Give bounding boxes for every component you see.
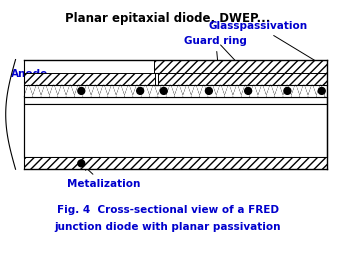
- Polygon shape: [175, 85, 182, 96]
- Polygon shape: [125, 85, 132, 96]
- Text: junction diode with planar passivation: junction diode with planar passivation: [54, 222, 281, 232]
- Polygon shape: [74, 85, 83, 97]
- Bar: [24, 104, 327, 158]
- Polygon shape: [50, 85, 57, 96]
- Polygon shape: [58, 85, 66, 96]
- Bar: [24, 97, 327, 104]
- Polygon shape: [233, 85, 241, 97]
- Polygon shape: [142, 85, 149, 96]
- Polygon shape: [208, 85, 216, 96]
- Polygon shape: [91, 85, 99, 97]
- Polygon shape: [75, 85, 82, 96]
- Polygon shape: [141, 85, 150, 97]
- Polygon shape: [200, 85, 208, 97]
- Polygon shape: [300, 85, 308, 97]
- Bar: [24, 73, 155, 85]
- Circle shape: [245, 88, 252, 94]
- Circle shape: [137, 88, 144, 94]
- Polygon shape: [308, 85, 316, 97]
- Polygon shape: [200, 85, 207, 96]
- Polygon shape: [33, 85, 40, 96]
- Circle shape: [284, 88, 291, 94]
- Polygon shape: [275, 85, 283, 97]
- Polygon shape: [283, 85, 291, 97]
- Polygon shape: [183, 85, 191, 96]
- Polygon shape: [50, 85, 58, 97]
- Polygon shape: [300, 85, 308, 96]
- Text: Substrate n+: Substrate n+: [146, 125, 223, 136]
- Polygon shape: [217, 85, 224, 96]
- Polygon shape: [108, 85, 116, 96]
- Polygon shape: [192, 85, 199, 96]
- Polygon shape: [158, 85, 166, 97]
- Polygon shape: [66, 85, 74, 97]
- Polygon shape: [283, 85, 291, 96]
- Polygon shape: [250, 85, 257, 96]
- Bar: [24, 158, 327, 169]
- Polygon shape: [242, 85, 249, 96]
- Polygon shape: [208, 85, 216, 97]
- Circle shape: [78, 160, 85, 167]
- Circle shape: [206, 88, 212, 94]
- Polygon shape: [158, 85, 166, 96]
- Text: Fig. 4  Cross-sectional view of a FRED: Fig. 4 Cross-sectional view of a FRED: [57, 205, 279, 215]
- Text: Planar epitaxial diode, DWEP...: Planar epitaxial diode, DWEP...: [65, 11, 270, 25]
- Polygon shape: [267, 85, 274, 96]
- Polygon shape: [92, 85, 99, 96]
- Polygon shape: [58, 85, 66, 97]
- Polygon shape: [266, 85, 275, 97]
- Circle shape: [78, 88, 85, 94]
- Text: Anode: Anode: [11, 69, 48, 79]
- Polygon shape: [100, 85, 107, 96]
- Polygon shape: [25, 85, 32, 96]
- Polygon shape: [275, 85, 282, 96]
- Polygon shape: [67, 85, 74, 96]
- Polygon shape: [24, 85, 33, 97]
- Text: Glasspassivation: Glasspassivation: [209, 21, 321, 64]
- Polygon shape: [241, 85, 250, 97]
- Polygon shape: [116, 85, 124, 97]
- Polygon shape: [99, 85, 108, 97]
- Polygon shape: [83, 85, 91, 96]
- Polygon shape: [133, 85, 141, 97]
- Bar: [158, 73, 327, 85]
- Polygon shape: [183, 85, 191, 97]
- Polygon shape: [224, 85, 233, 97]
- Polygon shape: [175, 85, 183, 97]
- Polygon shape: [150, 85, 158, 97]
- Polygon shape: [166, 85, 175, 97]
- Polygon shape: [258, 85, 266, 96]
- Bar: [154, 60, 327, 73]
- Polygon shape: [167, 85, 174, 96]
- Polygon shape: [258, 85, 266, 97]
- Polygon shape: [234, 85, 241, 96]
- Polygon shape: [133, 85, 141, 96]
- Polygon shape: [83, 85, 91, 97]
- Circle shape: [160, 88, 167, 94]
- Polygon shape: [308, 85, 316, 96]
- Polygon shape: [124, 85, 133, 97]
- Polygon shape: [250, 85, 258, 97]
- Text: Epitaxy layer n-: Epitaxy layer n-: [122, 95, 214, 105]
- Polygon shape: [117, 85, 124, 96]
- Circle shape: [318, 88, 325, 94]
- Polygon shape: [216, 85, 224, 97]
- Polygon shape: [225, 85, 233, 96]
- Polygon shape: [316, 85, 325, 97]
- Polygon shape: [292, 85, 299, 96]
- Text: Metalization: Metalization: [67, 166, 140, 189]
- Text: Cathode: Cathode: [175, 158, 223, 168]
- Bar: [24, 85, 327, 97]
- Polygon shape: [291, 85, 300, 97]
- Polygon shape: [191, 85, 200, 97]
- Polygon shape: [317, 85, 324, 96]
- Polygon shape: [41, 85, 50, 97]
- Polygon shape: [108, 85, 116, 97]
- Polygon shape: [33, 85, 41, 97]
- Polygon shape: [41, 85, 49, 96]
- Polygon shape: [150, 85, 157, 96]
- Text: Guard ring: Guard ring: [184, 36, 247, 68]
